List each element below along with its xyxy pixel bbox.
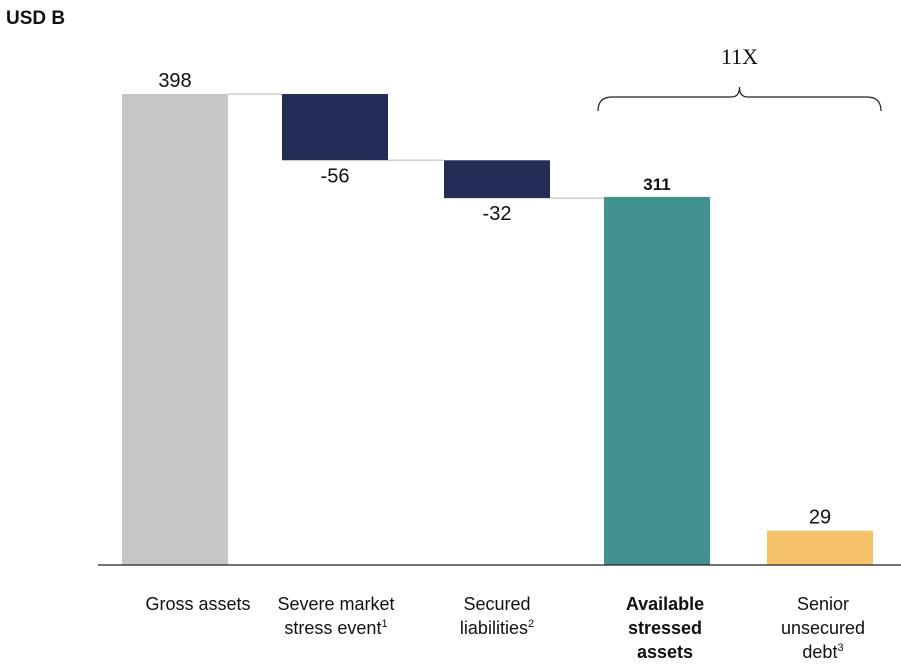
bar-0 bbox=[122, 94, 228, 565]
category-label-text: Senior unsecured debt bbox=[780, 594, 866, 662]
unit-label: USD B bbox=[6, 8, 66, 29]
footnote-marker: 3 bbox=[837, 642, 844, 654]
bracket bbox=[597, 86, 882, 112]
category-label-available-stressed-assets: Available stressed assets bbox=[600, 592, 730, 664]
multiple-annotation: 11X bbox=[721, 44, 758, 69]
category-label-text: Secured liabilities bbox=[459, 594, 531, 638]
data-label: 311 bbox=[643, 175, 670, 194]
footnote-marker: 1 bbox=[381, 618, 388, 630]
category-label-severe-market-stress: Severe market stress event1 bbox=[271, 592, 401, 640]
category-label-secured-liabilities: Secured liabilities2 bbox=[432, 592, 562, 640]
data-label: -56 bbox=[321, 165, 350, 187]
data-label: -32 bbox=[483, 203, 512, 225]
bar-1 bbox=[282, 94, 388, 161]
category-label-text: Gross assets bbox=[145, 594, 251, 614]
category-label-text: Available stressed assets bbox=[625, 594, 705, 662]
bar-2 bbox=[444, 160, 550, 199]
category-label-text: Severe market stress event bbox=[277, 594, 395, 638]
category-label-gross-assets: Gross assets bbox=[133, 592, 263, 616]
category-label-senior-unsecured-debt: Senior unsecured debt3 bbox=[758, 592, 888, 664]
footnote-marker: 2 bbox=[527, 618, 535, 630]
bar-4 bbox=[767, 530, 873, 565]
bar-3 bbox=[604, 196, 710, 566]
data-label: 29 bbox=[809, 507, 831, 529]
data-label: 398 bbox=[158, 70, 191, 92]
